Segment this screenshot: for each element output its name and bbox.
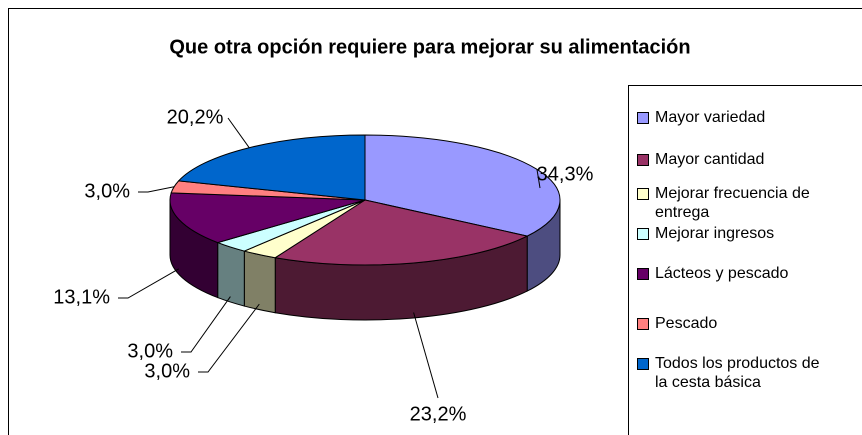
data-label: 3,0% [144, 360, 190, 382]
legend-entry: Lácteos y pescado [637, 264, 825, 283]
legend-entry: Pescado [637, 314, 825, 333]
legend-swatch [637, 228, 649, 240]
legend-entry: Mayor cantidad [637, 150, 825, 169]
legend-swatch [637, 268, 649, 280]
legend-swatch [637, 188, 649, 200]
chart-title: Que otra opción requiere para mejorar su… [169, 36, 690, 58]
legend-swatch [637, 112, 649, 124]
legend-entry: Mejorar frecuencia de entrega [637, 184, 825, 222]
legend-label: Mejorar frecuencia de entrega [655, 185, 810, 221]
data-label: 34,3% [537, 163, 594, 185]
leader-line [413, 312, 439, 399]
leader-line [536, 169, 541, 189]
pie-wall [217, 241, 245, 307]
legend-entry: Mejorar ingresos [637, 224, 825, 243]
data-label: 23,2% [410, 403, 467, 425]
leader-line [138, 186, 175, 193]
data-label: 13,1% [53, 286, 110, 308]
pie-slice [169, 192, 366, 244]
leader-line [227, 117, 250, 148]
legend-swatch [637, 318, 649, 330]
pie-wall [243, 250, 276, 314]
legend: Mayor variedad Mayor cantidad Mejorar frec… [628, 85, 862, 435]
legend-label: Mayor cantidad [655, 151, 765, 168]
legend-swatch [637, 358, 649, 370]
legend-entry: Todos los productos de la cesta básica [637, 354, 825, 392]
leader-line [181, 296, 231, 353]
data-label: 3,0% [84, 180, 130, 202]
legend-label: Todos los productos de la cesta básica [655, 355, 820, 391]
data-label: 20,2% [167, 106, 224, 128]
legend-entry: Mayor variedad [637, 108, 825, 127]
leader-line [198, 303, 260, 373]
legend-label: Mejorar ingresos [655, 225, 775, 242]
pie-slice [177, 134, 366, 201]
legend-swatch [637, 154, 649, 166]
pie-slice [273, 199, 529, 266]
legend-label: Pescado [655, 315, 718, 332]
legend-label: Lácteos y pescado [655, 265, 789, 282]
legend-label: Mayor variedad [655, 109, 766, 126]
data-label: 3,0% [127, 340, 173, 362]
leader-line [118, 268, 180, 299]
